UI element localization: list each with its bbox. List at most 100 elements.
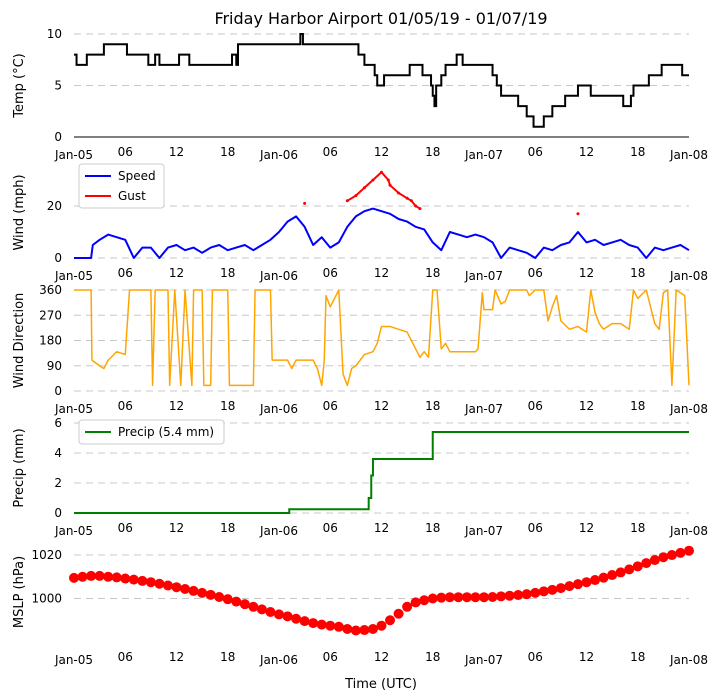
pressure-point xyxy=(444,592,455,603)
x-axis-label: Time (UTC) xyxy=(344,677,417,692)
x-tick-label: 06 xyxy=(118,266,133,280)
gust-point xyxy=(303,201,307,205)
pressure-point xyxy=(461,592,472,603)
pressure-point xyxy=(555,583,566,594)
x-tick-label: 12 xyxy=(169,650,184,664)
pressure-point xyxy=(69,572,79,583)
pressure-point xyxy=(308,618,319,629)
pressure-point xyxy=(128,574,139,585)
pressure-point xyxy=(572,579,583,590)
x-tick-label: 06 xyxy=(118,650,133,664)
y-tick-label: 5 xyxy=(54,79,62,93)
x-tick-label: 06 xyxy=(118,521,133,535)
legend: Precip (5.4 mm) xyxy=(78,419,225,445)
y-tick-label: 0 xyxy=(54,384,62,398)
x-tick-label: 12 xyxy=(374,521,389,535)
x-tick-label: 18 xyxy=(220,145,235,159)
x-tick-label: 18 xyxy=(425,399,440,413)
legend: Speed Gust xyxy=(78,163,165,209)
pressure-point xyxy=(94,570,105,581)
pressure-point xyxy=(530,587,541,598)
pressure-point xyxy=(590,575,601,586)
x-tick-label: 06 xyxy=(528,399,543,413)
pressure-point xyxy=(419,595,430,606)
x-tick-label: Jan-05 xyxy=(54,524,93,538)
x-tick-label: 18 xyxy=(220,399,235,413)
x-tick-label: 12 xyxy=(169,521,184,535)
series-speed xyxy=(74,207,690,259)
x-tick-label: 18 xyxy=(425,521,440,535)
pressure-point xyxy=(453,592,464,603)
pressure-point xyxy=(265,607,276,617)
pressure-point xyxy=(333,621,344,632)
pressure-point xyxy=(77,571,88,582)
x-tick-label: Jan-08 xyxy=(669,269,708,283)
y-tick-label: 1000 xyxy=(31,592,62,606)
pressure-point xyxy=(299,616,310,627)
x-tick-label: 12 xyxy=(374,399,389,413)
pressure-point xyxy=(479,592,489,603)
pressure-point xyxy=(658,552,669,563)
x-tick-label: 06 xyxy=(118,145,133,159)
y-tick-label: 0 xyxy=(54,130,62,144)
x-tick-label: Jan-07 xyxy=(464,402,503,416)
x-tick-label: Jan-07 xyxy=(464,653,503,667)
pressure-point xyxy=(180,583,191,594)
legend-label: Speed xyxy=(118,169,156,183)
x-tick-label: 12 xyxy=(374,266,389,280)
y-tick-label: 2 xyxy=(54,476,62,490)
chart-title: Friday Harbor Airport 01/05/19 - 01/07/1… xyxy=(214,9,547,28)
x-tick-label: 12 xyxy=(169,399,184,413)
x-tick-label: 18 xyxy=(630,650,645,664)
panel-direction: 0 90 180 270 360 Wind Direction Jan-05 06 12 18 Ja… xyxy=(12,283,708,416)
x-tick-label: 12 xyxy=(579,521,594,535)
pressure-point xyxy=(385,615,396,626)
pressure-point xyxy=(222,594,233,605)
y-axis-label: Temp (°C) xyxy=(12,53,27,119)
panel-precip: 0 2 4 6 Precip (mm) Jan-05 06 12 18 Jan-06 06 12 18 J… xyxy=(12,416,708,538)
x-tick-label: 18 xyxy=(425,266,440,280)
x-tick-label: 12 xyxy=(579,266,594,280)
x-tick-label: 12 xyxy=(169,266,184,280)
pressure-point xyxy=(256,604,267,615)
pressure-point xyxy=(538,586,549,597)
pressure-point xyxy=(436,592,447,603)
y-tick-label: 360 xyxy=(39,283,62,297)
x-tick-label: 18 xyxy=(220,650,235,664)
pressure-point xyxy=(214,592,225,602)
pressure-point xyxy=(325,620,336,631)
pressure-point xyxy=(316,619,327,630)
y-axis-label: Wind Direction xyxy=(12,293,27,389)
y-tick-label: 0 xyxy=(54,506,62,520)
pressure-point xyxy=(632,561,643,572)
pressure-point xyxy=(231,596,242,607)
pressure-point xyxy=(624,564,635,575)
pressure-point xyxy=(291,613,302,624)
pressure-point xyxy=(154,578,165,589)
x-tick-label: 06 xyxy=(323,266,338,280)
legend-box xyxy=(78,419,225,445)
y-tick-label: 20 xyxy=(47,199,62,213)
panel-temp: 0 5 10 Temp (°C) Jan-05 06 12 18 Jan-06 06 12 18 Jan… xyxy=(12,27,708,162)
pressure-point xyxy=(427,593,438,604)
pressure-point xyxy=(598,572,609,583)
pressure-point xyxy=(205,589,216,600)
x-tick-label: 06 xyxy=(323,399,338,413)
y-tick-label: 1020 xyxy=(31,548,62,562)
pressure-point xyxy=(496,591,507,602)
x-tick-label: Jan-07 xyxy=(464,524,503,538)
x-tick-label: 06 xyxy=(528,521,543,535)
y-tick-label: 90 xyxy=(47,359,62,373)
pressure-point xyxy=(188,585,199,596)
x-tick-label: Jan-06 xyxy=(259,148,298,162)
pressure-point xyxy=(137,575,148,586)
panel-wind: 0 20 Wind (mph) Jan-05 06 12 18 Jan-06 06 12 18 Jan… xyxy=(12,163,708,283)
series-gust xyxy=(346,170,421,210)
x-tick-label: 06 xyxy=(528,650,543,664)
x-tick-label: 06 xyxy=(528,266,543,280)
x-tick-label: 18 xyxy=(630,145,645,159)
x-tick-label: Jan-06 xyxy=(259,653,298,667)
pressure-point xyxy=(282,611,293,622)
pressure-point xyxy=(410,597,421,608)
pressure-point xyxy=(145,577,156,588)
